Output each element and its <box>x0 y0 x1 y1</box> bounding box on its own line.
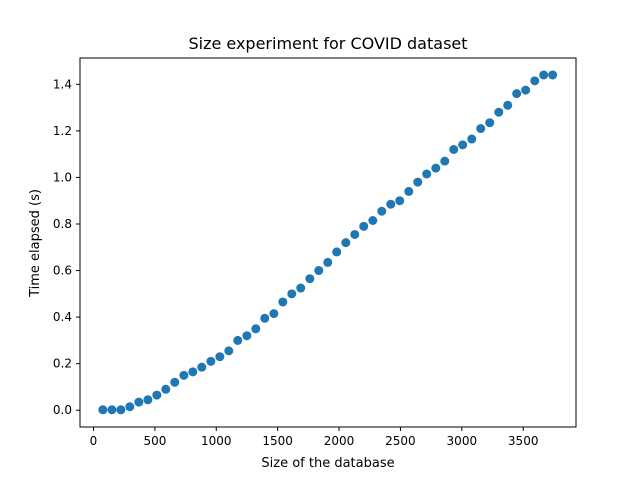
data-point <box>458 140 468 150</box>
y-tick-label: 1.4 <box>53 77 72 91</box>
data-point <box>350 229 360 239</box>
x-tick-label: 3500 <box>508 434 539 448</box>
data-point <box>170 377 180 387</box>
data-point <box>242 331 252 341</box>
data-point <box>251 324 261 334</box>
data-point <box>467 134 477 144</box>
data-point <box>530 76 540 86</box>
data-point <box>188 367 198 377</box>
data-point <box>269 309 279 319</box>
x-tick-label: 500 <box>143 434 166 448</box>
y-axis: 0.0 0.2 0.4 0.6 0.8 1.0 1.2 1.4 <box>53 77 80 417</box>
data-point <box>143 395 153 405</box>
data-point <box>215 352 225 362</box>
data-point <box>278 297 288 307</box>
y-axis-label: Time elapsed (s) <box>28 189 43 298</box>
x-axis-label: Size of the database <box>261 456 394 471</box>
data-point <box>386 199 396 209</box>
chart-title: Size experiment for COVID dataset <box>188 34 467 53</box>
data-point <box>332 247 342 257</box>
data-point <box>395 196 405 206</box>
y-tick-label: 0.2 <box>53 357 72 371</box>
data-point <box>440 156 450 166</box>
data-point <box>287 289 297 299</box>
data-point <box>260 313 270 323</box>
data-point <box>341 238 351 248</box>
y-tick-label: 0.4 <box>53 310 72 324</box>
data-point <box>539 70 549 80</box>
data-point <box>206 356 216 366</box>
data-point <box>179 370 189 380</box>
data-point <box>377 206 387 216</box>
y-tick-label: 1.0 <box>53 170 72 184</box>
x-tick-label: 3000 <box>447 434 478 448</box>
data-point <box>233 335 243 345</box>
data-point <box>359 221 369 231</box>
data-point <box>314 266 324 276</box>
data-point <box>305 274 315 284</box>
data-point <box>521 85 531 95</box>
y-tick-label: 0.6 <box>53 264 72 278</box>
data-point <box>161 384 171 394</box>
data-point <box>107 405 117 415</box>
x-tick-label: 1500 <box>262 434 293 448</box>
data-point <box>485 118 495 128</box>
data-points <box>98 70 558 415</box>
plot-area <box>79 57 577 428</box>
data-point <box>449 144 459 154</box>
data-point <box>413 177 423 187</box>
data-point <box>98 405 108 415</box>
data-point <box>134 397 144 407</box>
x-tick-label: 0 <box>90 434 98 448</box>
x-tick-label: 2000 <box>324 434 355 448</box>
data-point <box>512 89 522 99</box>
data-point <box>431 163 441 173</box>
data-point <box>152 390 162 400</box>
y-tick-label: 1.2 <box>53 124 72 138</box>
data-point <box>224 346 234 356</box>
data-point <box>197 362 207 372</box>
plot-frame <box>79 57 577 428</box>
y-tick-label: 0.0 <box>53 403 72 417</box>
data-point <box>503 100 513 110</box>
data-point <box>323 257 333 267</box>
data-point <box>494 107 504 117</box>
x-axis: 0 500 1000 1500 2000 2500 3000 3500 <box>90 427 539 448</box>
data-point <box>296 283 306 293</box>
x-tick-label: 1000 <box>201 434 232 448</box>
data-point <box>476 124 486 134</box>
data-point <box>422 169 432 179</box>
data-point <box>368 216 378 225</box>
data-point <box>548 70 558 80</box>
data-point <box>404 186 414 196</box>
data-point <box>116 405 126 415</box>
y-tick-label: 0.8 <box>53 217 72 231</box>
x-tick-label: 2500 <box>385 434 416 448</box>
data-point <box>125 402 135 412</box>
